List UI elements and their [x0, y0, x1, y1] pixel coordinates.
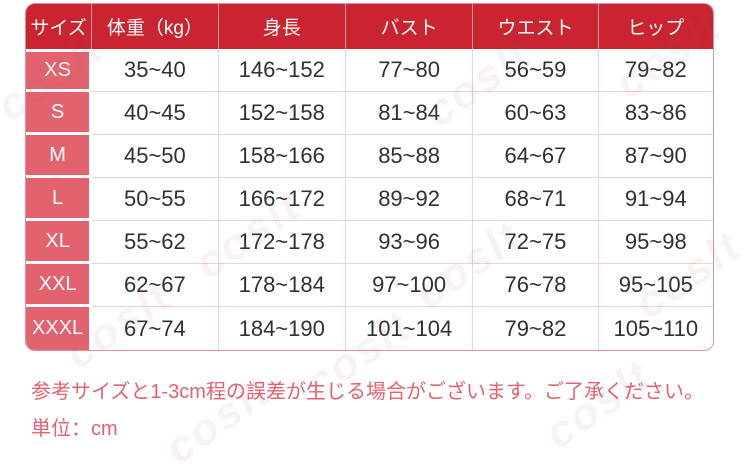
size-label-cell: L — [26, 178, 93, 221]
table-row-l: L 50~55 166~172 89~92 68~71 91~94 — [26, 178, 713, 221]
height-value-cell: 184~190 — [218, 307, 346, 350]
weight-value-cell: 45~50 — [92, 135, 219, 178]
header-cell-height: 身長 — [218, 4, 346, 49]
size-label-cell: XXXL — [26, 307, 93, 350]
size-label-cell: M — [26, 135, 93, 178]
hip-value-cell: 87~90 — [598, 135, 713, 178]
height-value-cell: 172~178 — [218, 221, 346, 264]
size-label-cell: XL — [26, 221, 93, 264]
weight-value-cell: 62~67 — [92, 264, 219, 307]
height-value-cell: 152~158 — [218, 92, 346, 135]
hip-value-cell: 79~82 — [598, 49, 713, 92]
size-label-cell: XXL — [26, 264, 93, 307]
table-header: サイズ 体重（kg） 身長 バスト ウエスト ヒップ — [26, 4, 713, 49]
bust-value-cell: 89~92 — [345, 178, 474, 221]
bust-value-cell: 77~80 — [345, 49, 474, 92]
waist-value-cell: 68~71 — [473, 178, 599, 221]
waist-value-cell: 56~59 — [473, 49, 599, 92]
bust-value-cell: 97~100 — [345, 264, 474, 307]
bust-value-cell: 101~104 — [345, 307, 474, 350]
waist-value-cell: 72~75 — [473, 221, 599, 264]
size-label-cell: S — [26, 92, 93, 135]
header-row: サイズ 体重（kg） 身長 バスト ウエスト ヒップ — [26, 4, 713, 49]
size-chart-table: サイズ 体重（kg） 身長 バスト ウエスト ヒップ XS 35~40 146~152 77~8… — [26, 4, 713, 350]
hip-value-cell: 95~98 — [598, 221, 713, 264]
bust-value-cell: 81~84 — [345, 92, 474, 135]
table-body: XS 35~40 146~152 77~80 56~59 79~82 S 40~45 152~1… — [26, 49, 713, 350]
header-cell-hip: ヒップ — [598, 4, 713, 49]
bust-value-cell: 93~96 — [345, 221, 474, 264]
weight-value-cell: 55~62 — [92, 221, 219, 264]
hip-value-cell: 83~86 — [598, 92, 713, 135]
table-row-xl: XL 55~62 172~178 93~96 72~75 95~98 — [26, 221, 713, 264]
size-chart-table-container: サイズ 体重（kg） 身長 バスト ウエスト ヒップ XS 35~40 146~152 77~8… — [25, 3, 714, 351]
weight-value-cell: 67~74 — [92, 307, 219, 350]
table-row-xxl: XXL 62~67 178~184 97~100 76~78 95~105 — [26, 264, 713, 307]
table-row-m: M 45~50 158~166 85~88 64~67 87~90 — [26, 135, 713, 178]
height-value-cell: 178~184 — [218, 264, 346, 307]
weight-value-cell: 50~55 — [92, 178, 219, 221]
size-label-cell: XS — [26, 49, 93, 92]
table-row-xxxl: XXXL 67~74 184~190 101~104 79~82 105~110 — [26, 307, 713, 350]
height-value-cell: 166~172 — [218, 178, 346, 221]
waist-value-cell: 76~78 — [473, 264, 599, 307]
waist-value-cell: 79~82 — [473, 307, 599, 350]
note-tolerance: 参考サイズと1-3cm程の誤差が生じる場合がございます。ご了承ください。 — [31, 381, 704, 403]
waist-value-cell: 60~63 — [473, 92, 599, 135]
header-cell-weight: 体重（kg） — [92, 4, 219, 49]
table-row-xs: XS 35~40 146~152 77~80 56~59 79~82 — [26, 49, 713, 92]
hip-value-cell: 91~94 — [598, 178, 713, 221]
height-value-cell: 146~152 — [218, 49, 346, 92]
header-cell-bust: バスト — [345, 4, 474, 49]
header-cell-size: サイズ — [26, 4, 93, 49]
hip-value-cell: 105~110 — [598, 307, 713, 350]
weight-value-cell: 35~40 — [92, 49, 219, 92]
table-row-s: S 40~45 152~158 81~84 60~63 83~86 — [26, 92, 713, 135]
header-cell-waist: ウエスト — [473, 4, 599, 49]
size-chart-notes: 参考サイズと1-3cm程の誤差が生じる場合がございます。ご了承ください。 単位：… — [31, 374, 704, 448]
waist-value-cell: 64~67 — [473, 135, 599, 178]
hip-value-cell: 95~105 — [598, 264, 713, 307]
weight-value-cell: 40~45 — [92, 92, 219, 135]
height-value-cell: 158~166 — [218, 135, 346, 178]
bust-value-cell: 85~88 — [345, 135, 474, 178]
note-unit: 単位：cm — [31, 418, 118, 440]
